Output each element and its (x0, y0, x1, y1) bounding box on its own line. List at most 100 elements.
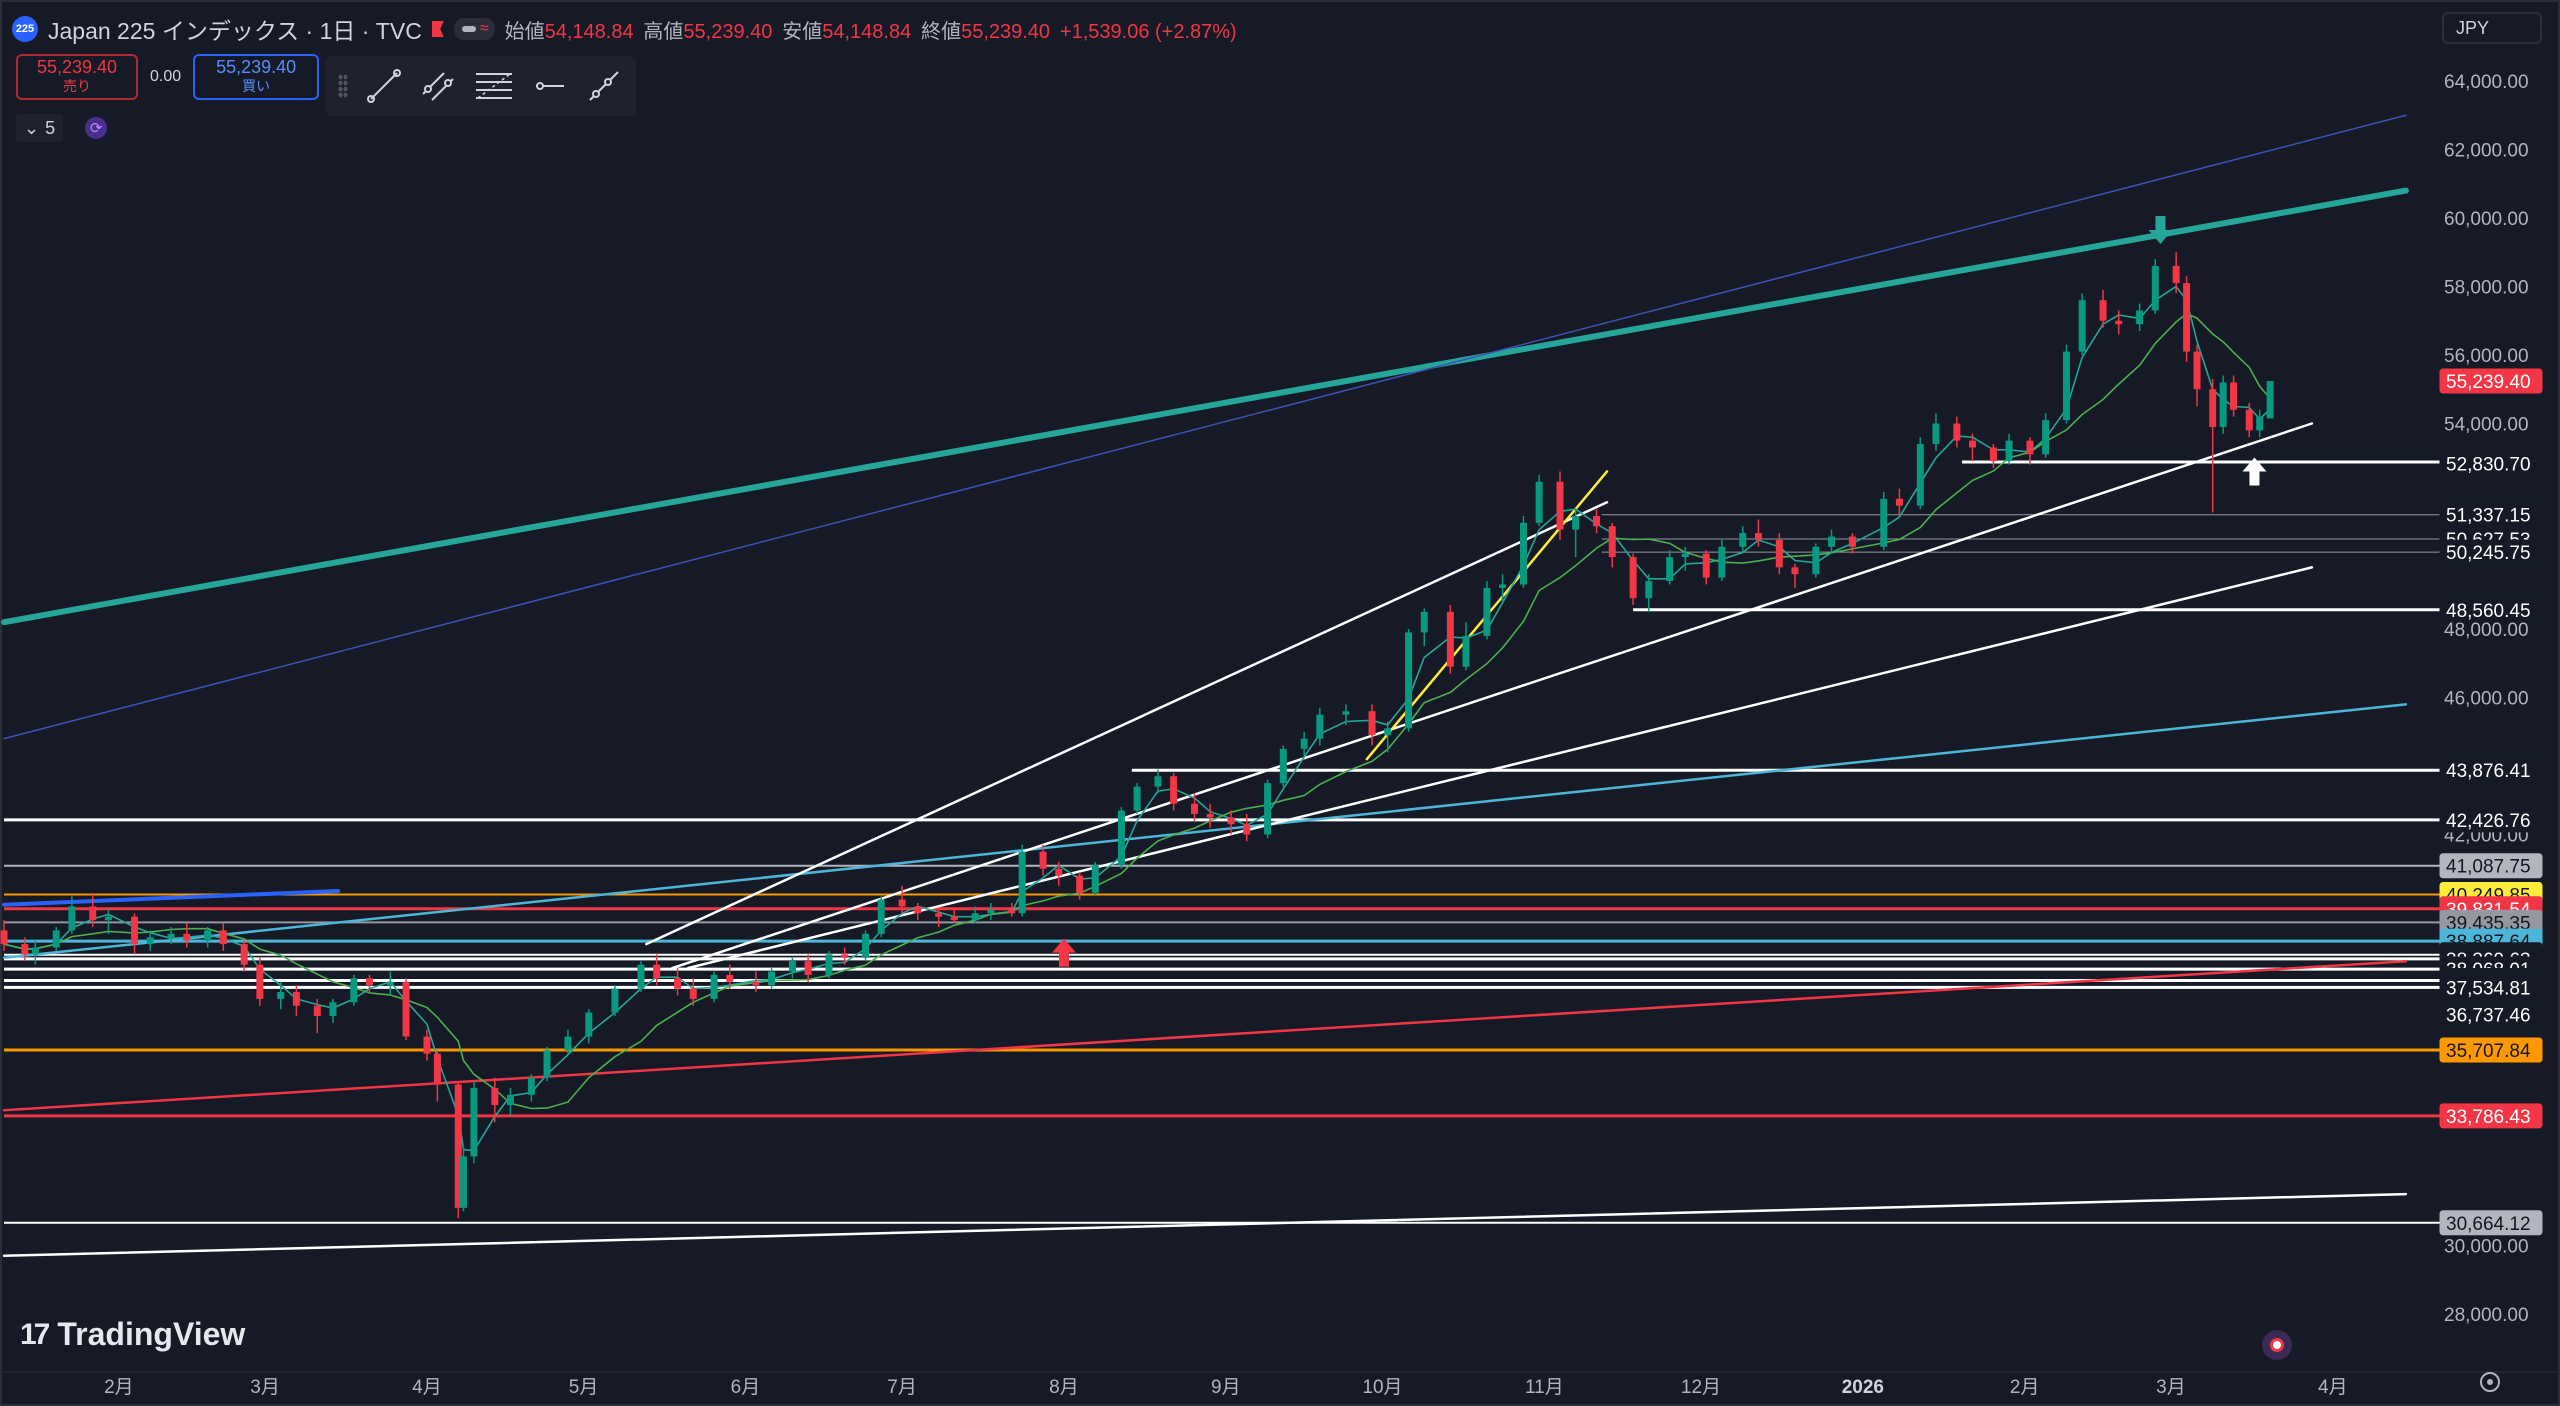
drawing-toolbar (326, 56, 636, 116)
trade-panel: 55,239.40 売り 0.00 55,239.40 買い (16, 54, 320, 100)
y-tick-label: 54,000.00 (2444, 415, 2529, 436)
price-label: 30,664.12 (2446, 1214, 2531, 1235)
candle (2136, 310, 2144, 325)
candle (1666, 557, 1674, 582)
candle (1702, 553, 1710, 578)
trend-line-tool-icon[interactable] (366, 68, 402, 104)
candle (1206, 813, 1214, 818)
sell-label: 売り (63, 78, 91, 94)
candle (2078, 300, 2086, 352)
moving-average-long (3, 312, 2271, 1110)
candle (1880, 498, 1888, 547)
candle (89, 906, 97, 921)
candle (1739, 533, 1747, 547)
price-label: 51,337.15 (2446, 506, 2531, 527)
candle (1932, 423, 1940, 445)
buy-button[interactable]: 55,239.40 買い (193, 54, 320, 100)
price-label: 43,876.41 (2446, 761, 2531, 782)
high-value: 55,239.40 (683, 20, 773, 43)
horizontal-ray-tool-icon[interactable] (532, 68, 568, 104)
sync-icon[interactable]: ⟳ (85, 117, 108, 139)
candle (2193, 351, 2201, 390)
indicator-count: 5 (45, 117, 56, 138)
candle (146, 937, 154, 945)
indicators-toggle[interactable]: ⌄ 5 (16, 114, 64, 142)
x-tick-label: 8月 (1049, 1377, 1079, 1398)
x-tick-label: 2026 (1842, 1377, 1884, 1398)
candle (971, 913, 979, 921)
trend-line (686, 566, 2314, 970)
spread-value: 0.00 (150, 68, 182, 85)
symbol-badge[interactable]: 225 (12, 16, 38, 42)
candle (2172, 265, 2180, 284)
candle (2266, 381, 2274, 419)
y-tick-label: 48,000.00 (2444, 620, 2529, 641)
sell-price: 55,239.40 (36, 57, 118, 77)
candle (506, 1094, 514, 1106)
candle (788, 961, 796, 972)
symbol-title[interactable]: Japan 225 インデックス · 1日 · TVC (48, 18, 422, 44)
candle (1133, 786, 1141, 811)
candle (2183, 283, 2191, 352)
candle (1227, 817, 1235, 825)
y-tick-label: 46,000.00 (2444, 689, 2529, 710)
up-arrow-marker (2242, 457, 2267, 486)
candle (1775, 539, 1783, 568)
tradingview-logo[interactable]: 17 TradingView (20, 1316, 245, 1353)
candle (862, 933, 870, 958)
candle (1535, 481, 1543, 523)
y-tick-label: 58,000.00 (2444, 278, 2529, 299)
candle (689, 988, 697, 999)
parallel-channel-tool-icon[interactable] (420, 68, 456, 104)
close-label: 終値 (921, 20, 962, 43)
currency-selector[interactable]: JPY (2442, 12, 2542, 44)
settings-gear-icon[interactable] (2480, 1372, 2500, 1392)
candle (2115, 320, 2123, 325)
high-label: 高値 (643, 20, 684, 43)
trend-line (2, 889, 341, 907)
price-label-badge (2439, 1002, 2543, 1028)
close-value: 55,239.40 (961, 20, 1051, 43)
x-tick-label: 7月 (887, 1377, 917, 1398)
candle (433, 1053, 441, 1085)
y-tick-label: 30,000.00 (2444, 1237, 2529, 1258)
candle (543, 1050, 551, 1078)
candle (1681, 553, 1689, 558)
candle (2005, 440, 2013, 462)
price-label: 36,737.46 (2446, 1006, 2531, 1027)
record-icon[interactable] (2262, 1330, 2292, 1360)
price-label-badge (2439, 1210, 2543, 1236)
down-arrow-marker (2148, 215, 2173, 244)
candle (2151, 265, 2159, 311)
trend-line (3, 114, 2407, 740)
drag-handle-icon[interactable] (338, 74, 348, 98)
candle (204, 930, 212, 941)
fib-retracement-tool-icon[interactable] (474, 68, 514, 104)
x-tick-label: 10月 (1362, 1377, 1402, 1398)
candle (1191, 803, 1199, 814)
candle (256, 964, 264, 999)
candle (1556, 481, 1564, 530)
low-value: 54,148.84 (822, 20, 912, 43)
sell-button[interactable]: 55,239.40 売り (16, 54, 138, 100)
x-tick-label: 2月 (104, 1377, 134, 1398)
ray-tool-icon[interactable] (586, 68, 622, 104)
candle (423, 1036, 431, 1054)
price-label: 33,786.43 (2446, 1107, 2531, 1128)
candle (329, 1002, 337, 1017)
price-label: 55,239.40 (2446, 372, 2531, 393)
candle (183, 933, 191, 941)
chart-header: 225 Japan 225 インデックス · 1日 · TVC ≈ 始値54,1… (12, 12, 1241, 46)
candle (1812, 546, 1820, 575)
price-label-badge (2439, 451, 2543, 477)
candle (564, 1036, 572, 1051)
price-label-badge (2439, 807, 2543, 833)
trend-line (2, 959, 2408, 1112)
candle (1593, 515, 1601, 527)
y-tick-label: 60,000.00 (2444, 209, 2529, 230)
trend-line (1, 187, 2409, 626)
visibility-toggle[interactable]: ≈ (453, 18, 495, 40)
flag-icon[interactable] (431, 21, 444, 37)
